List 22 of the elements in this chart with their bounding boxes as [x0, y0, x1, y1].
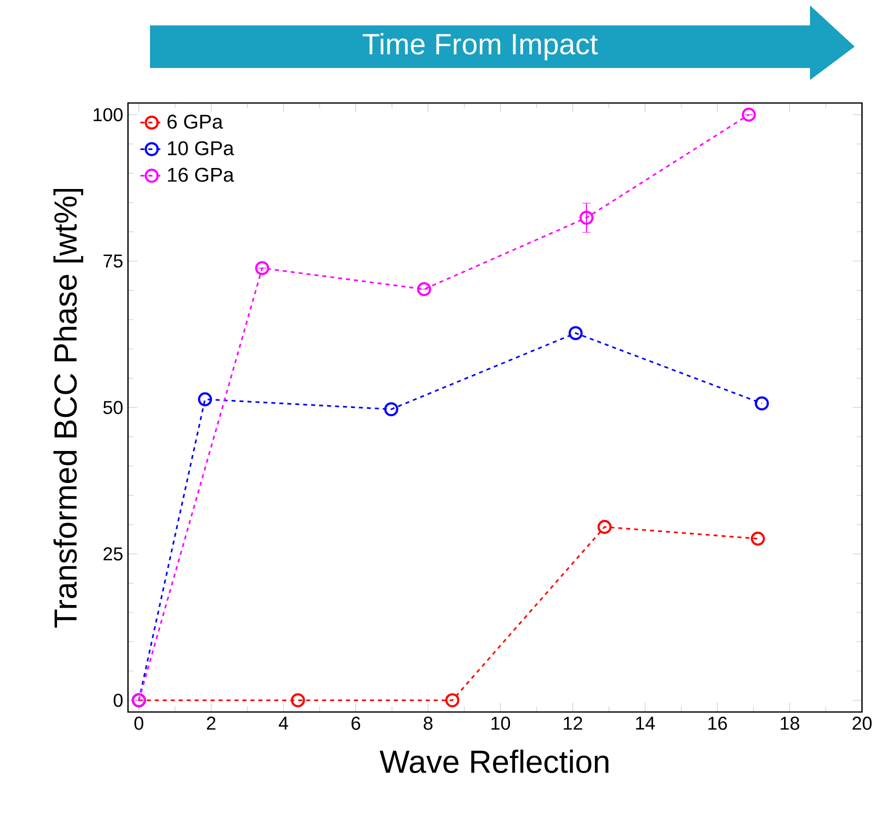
y-tick-label: 50	[103, 400, 123, 414]
y-axis-title: Transformed BCC Phase [wt%]	[53, 188, 84, 628]
x-axis-title: Wave Reflection	[380, 750, 608, 774]
legend-label: 6 GPa	[168, 114, 223, 129]
x-tick-label: 18	[780, 716, 800, 730]
y-tick-label: 25	[104, 547, 123, 560]
y-tick-label: 75	[104, 254, 123, 268]
x-tick-label: 16	[708, 716, 727, 730]
y-tick-label: 100	[94, 108, 123, 122]
text: Time From Impact	[362, 33, 598, 60]
x-tick-label: 10	[492, 716, 510, 730]
x-tick-label: 4	[278, 716, 288, 730]
x-tick-label: 8	[424, 716, 432, 730]
legend-label: 10 GPa	[168, 141, 234, 156]
x-tick-label: 6	[352, 716, 360, 730]
y-tick-label: 0	[114, 694, 123, 707]
legend-label: 16 GPa	[168, 168, 234, 182]
x-tick-label: 12	[564, 716, 582, 730]
x-tick-label: 2	[206, 716, 216, 730]
x-tick-label: 14	[636, 716, 655, 730]
x-tick-label: 20	[852, 716, 872, 730]
x-tick-label: 0	[134, 716, 144, 730]
